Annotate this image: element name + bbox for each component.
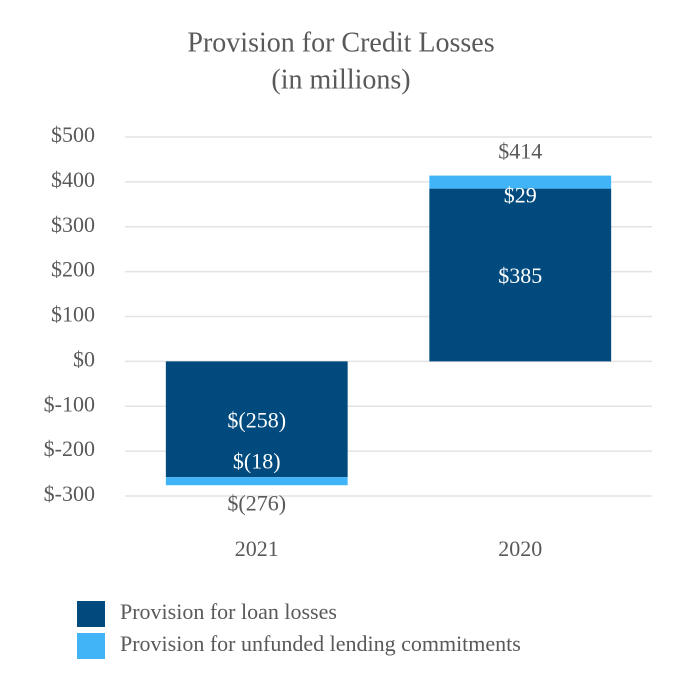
- bar-segment: [165, 477, 348, 486]
- chart-subtitle: (in millions): [271, 64, 410, 95]
- value-label: $29: [504, 183, 537, 208]
- y-tick-label: $0: [73, 346, 95, 371]
- legend-swatch: [77, 601, 105, 627]
- value-label: $(18): [233, 448, 281, 473]
- x-tick-label: 2021: [235, 536, 279, 561]
- y-tick-label: $100: [51, 302, 95, 327]
- y-tick-label: $-100: [44, 391, 95, 416]
- x-tick-label: 2020: [498, 536, 542, 561]
- chart-title: Provision for Credit Losses: [187, 27, 494, 58]
- y-tick-label: $400: [51, 167, 95, 192]
- legend-label: Provision for loan losses: [120, 599, 337, 624]
- legend-swatch: [77, 633, 105, 659]
- bar-segment: [429, 175, 612, 189]
- y-tick-label: $500: [51, 122, 95, 147]
- y-tick-label: $200: [51, 257, 95, 282]
- total-label: $414: [498, 139, 542, 164]
- y-tick-label: $-300: [44, 481, 95, 506]
- legend-label: Provision for unfunded lending commitmen…: [120, 631, 521, 656]
- value-label: $385: [498, 263, 542, 288]
- value-label: $(258): [227, 407, 286, 432]
- bar-segment: [429, 188, 612, 362]
- y-tick-label: $-200: [44, 436, 95, 461]
- total-label: $(276): [227, 490, 286, 515]
- y-tick-label: $300: [51, 212, 95, 237]
- bar-segment: [165, 361, 348, 478]
